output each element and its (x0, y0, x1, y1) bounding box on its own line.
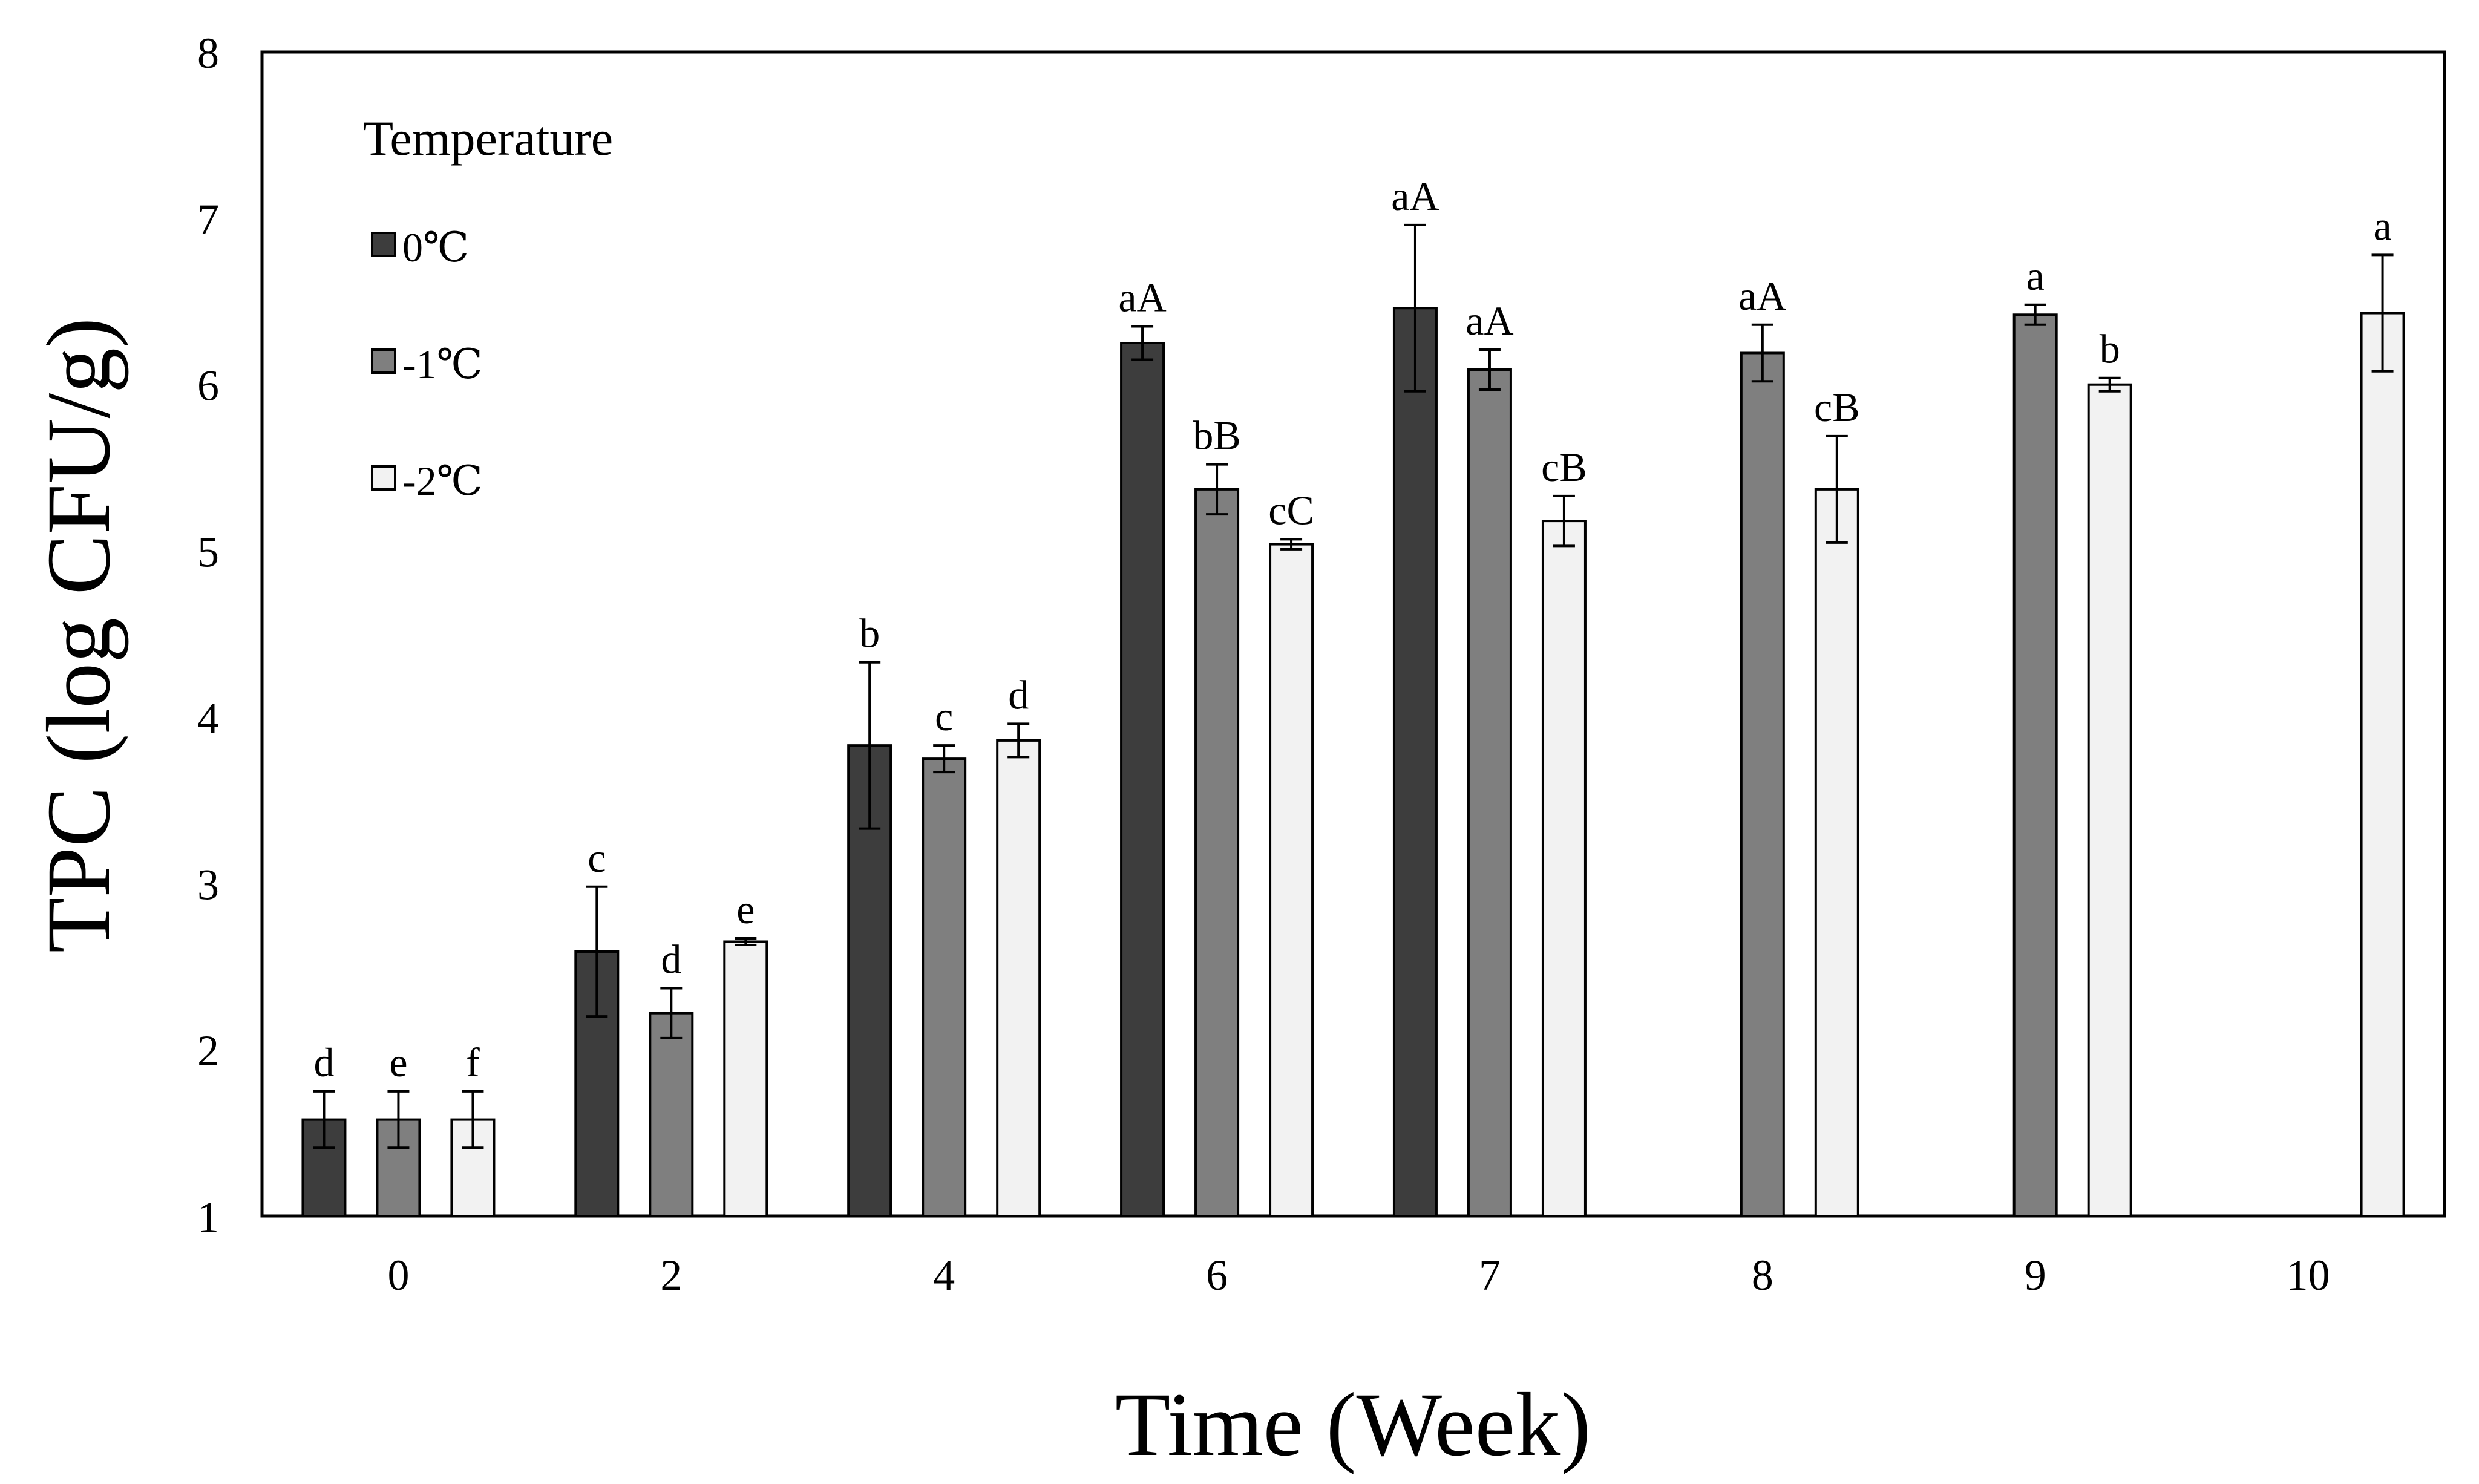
x-tick-label: 7 (1479, 1251, 1501, 1299)
bar (723, 940, 768, 1217)
data-label: cC (1268, 487, 1314, 533)
y-tick-label: 8 (197, 29, 219, 77)
bar (1120, 342, 1165, 1217)
data-label: e (389, 1039, 407, 1085)
x-tick-label: 2 (660, 1251, 682, 1299)
data-label: aA (1738, 273, 1786, 319)
legend-swatch (371, 232, 396, 257)
data-label: aA (1118, 275, 1166, 321)
data-label: bB (1193, 413, 1240, 459)
y-axis: 1 2 3 4 5 6 7 8 (197, 29, 219, 1241)
x-tick-label: 4 (933, 1251, 955, 1299)
data-label: a (2373, 203, 2391, 249)
data-label: aA (1465, 298, 1513, 344)
legend-title: Temperature (363, 111, 613, 166)
x-tick-label: 8 (1752, 1251, 1773, 1299)
bar (1392, 307, 1438, 1217)
x-tick-label: 10 (2287, 1251, 2330, 1299)
data-label: c (935, 693, 953, 739)
data-label: d (661, 936, 681, 982)
data-label: c (588, 835, 606, 881)
data-label: d (313, 1039, 334, 1085)
y-tick-label: 5 (197, 528, 219, 577)
bar (996, 739, 1041, 1217)
x-tick-label: 9 (2025, 1251, 2046, 1299)
bar (2087, 383, 2132, 1218)
bar (922, 757, 967, 1217)
x-axis: 0 2 4 6 7 8 9 10 (387, 1251, 2330, 1299)
y-tick-label: 2 (197, 1027, 219, 1075)
bar-groups: d e f c d e b c d aA bB cC aA aA cB aA cB a b a (301, 173, 2405, 1218)
data-label: d (1008, 672, 1029, 717)
data-label: aA (1391, 173, 1439, 219)
legend-label: -2℃ (402, 458, 483, 504)
bar (649, 1012, 694, 1218)
data-label: a (2026, 253, 2045, 299)
bar (1541, 520, 1587, 1217)
plot-area (260, 50, 2446, 1218)
x-axis-label: Time (Week) (1115, 1374, 1591, 1475)
y-tick-label: 1 (197, 1193, 219, 1241)
bar (1269, 543, 1314, 1217)
data-label: f (466, 1039, 480, 1085)
legend-label: 0℃ (402, 224, 469, 270)
y-tick-label: 7 (197, 195, 219, 244)
legend-swatch (371, 465, 396, 491)
bar (2012, 313, 2058, 1217)
legend: Temperature 0℃ -1℃ -2℃ (363, 111, 613, 504)
data-label: b (859, 610, 880, 656)
x-tick-label: 6 (1206, 1251, 1228, 1299)
y-axis-label: TPC (log CFU/g) (28, 318, 129, 953)
bar (1814, 488, 1859, 1217)
legend-swatch (371, 348, 396, 374)
bar (2360, 312, 2405, 1217)
legend-label: -1℃ (402, 341, 483, 387)
data-label: e (736, 886, 755, 932)
data-label: cB (1814, 384, 1860, 430)
bar (1194, 488, 1240, 1217)
y-tick-label: 3 (197, 860, 219, 909)
bar (1467, 368, 1512, 1217)
x-tick-label: 0 (387, 1251, 409, 1299)
bar (1740, 351, 1785, 1217)
data-label: cB (1541, 444, 1587, 490)
y-tick-label: 6 (197, 362, 219, 410)
y-tick-label: 4 (197, 694, 219, 742)
data-label: b (2100, 326, 2120, 372)
